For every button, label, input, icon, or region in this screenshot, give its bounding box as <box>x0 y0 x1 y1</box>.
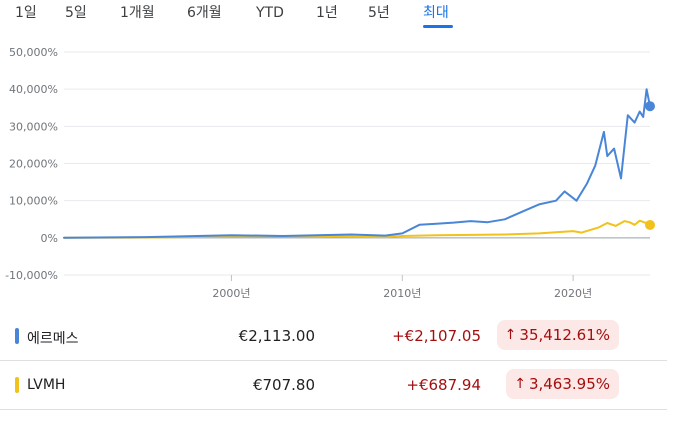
comparison-row-hermes[interactable]: 에르메스 €2,113.00 +€2,107.05 ↑ 35,412.61% <box>0 314 667 361</box>
arrow-up-icon: ↑ <box>504 327 517 343</box>
y-tick-label: 40,000% <box>9 83 58 96</box>
chart-series <box>63 88 655 239</box>
time-range-tabs: 1일 5일 1개월 6개월 YTD 1년 5년 최대 <box>0 0 680 30</box>
active-tab-indicator <box>423 25 453 28</box>
percent-change-value: 3,463.95% <box>528 375 610 393</box>
x-tick-label: 2000년 <box>212 287 250 300</box>
tab-1d[interactable]: 1일 <box>15 5 37 21</box>
series-line-hermes <box>63 88 651 239</box>
y-tick-label: 0% <box>41 232 58 245</box>
y-tick-label: 20,000% <box>9 158 58 171</box>
percent-change-badge: ↑ 35,412.61% <box>496 320 619 350</box>
row-change: +€2,107.05 <box>392 327 481 345</box>
x-axis: 2000년 2010년 2020년 <box>212 275 592 300</box>
row-price: €707.80 <box>252 376 315 394</box>
performance-chart: 50,000% 40,000% 30,000% 20,000% 10,000% 0% -10… <box>5 46 655 300</box>
y-tick-label: 50,000% <box>9 46 58 59</box>
tab-6m[interactable]: 6개월 <box>187 5 222 21</box>
tab-1m[interactable]: 1개월 <box>120 5 155 21</box>
x-tick-label: 2010년 <box>383 287 421 300</box>
percent-change-value: 35,412.61% <box>519 326 610 344</box>
legend-swatch-hermes <box>15 328 19 344</box>
series-endpoint-lvmh <box>645 219 655 230</box>
tab-ytd[interactable]: YTD <box>256 5 284 21</box>
x-tick-label: 2020년 <box>554 287 592 300</box>
y-axis-labels: 50,000% 40,000% 30,000% 20,000% 10,000% 0% -10… <box>5 46 58 282</box>
y-tick-label: 10,000% <box>9 195 58 208</box>
row-name: LVMH <box>27 377 66 393</box>
percent-change-badge: ↑ 3,463.95% <box>506 369 619 399</box>
row-price: €2,113.00 <box>238 327 315 345</box>
arrow-up-icon: ↑ <box>514 376 526 392</box>
y-tick-label: -10,000% <box>5 269 58 282</box>
tab-1y[interactable]: 1년 <box>316 5 338 21</box>
y-tick-label: 30,000% <box>9 120 58 133</box>
series-endpoint-hermes <box>645 101 655 112</box>
chart-gridlines <box>64 51 650 276</box>
series-line-lvmh <box>63 219 651 239</box>
tab-5d[interactable]: 5일 <box>65 5 87 21</box>
tab-max[interactable]: 최대 <box>423 5 449 21</box>
row-name: 에르메스 <box>27 331 79 347</box>
tab-5y[interactable]: 5년 <box>368 5 390 21</box>
comparison-row-lvmh[interactable]: LVMH €707.80 +€687.94 ↑ 3,463.95% <box>0 363 667 410</box>
row-change: +€687.94 <box>406 376 481 394</box>
legend-swatch-lvmh <box>15 377 19 393</box>
